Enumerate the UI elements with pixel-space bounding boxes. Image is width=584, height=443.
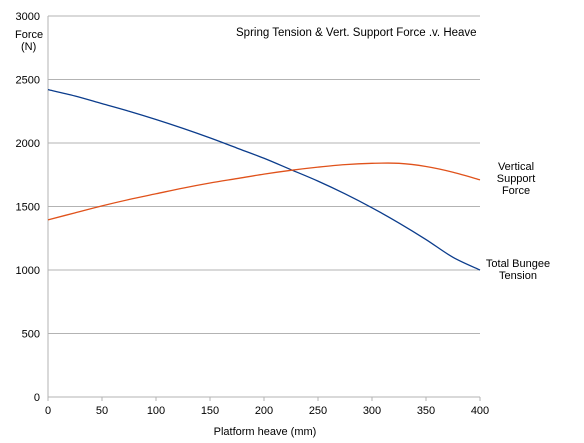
y-axis-label-line-1: Force bbox=[15, 29, 43, 41]
series-label-support-line-3: Force bbox=[502, 185, 530, 197]
x-tick-label: 50 bbox=[96, 405, 108, 417]
y-tick-labels: 0 500 1000 1500 2000 2500 3000 bbox=[16, 11, 40, 404]
series-line-bungee-tension bbox=[47, 89, 481, 271]
y-tick-label: 3000 bbox=[16, 11, 40, 23]
x-axis-label: Platform heave (mm) bbox=[214, 426, 317, 438]
y-axis-label-line-2: (N) bbox=[21, 41, 36, 53]
gridlines bbox=[48, 15, 480, 334]
x-tick-label: 250 bbox=[309, 405, 327, 417]
x-tick-label: 150 bbox=[201, 405, 219, 417]
x-tick-label: 350 bbox=[417, 405, 435, 417]
y-tick-label: 1500 bbox=[16, 202, 40, 214]
x-tick-label: 300 bbox=[363, 405, 381, 417]
y-tick-label: 0 bbox=[34, 392, 40, 404]
series-label-support-force: Vertical Support Force bbox=[497, 161, 536, 197]
y-tick-label: 2500 bbox=[16, 75, 40, 87]
x-tick-label: 400 bbox=[471, 405, 489, 417]
series-label-support-line-2: Support bbox=[497, 173, 536, 185]
series-line-support-force bbox=[47, 162, 481, 221]
x-tick-labels: 0 50 100 150 200 250 300 350 400 bbox=[45, 397, 489, 417]
y-tick-label: 500 bbox=[22, 329, 40, 341]
series-label-bungee-line-1: Total Bungee bbox=[486, 258, 550, 270]
series-label-bungee-tension: Total Bungee Tension bbox=[486, 258, 550, 282]
chart-title: Spring Tension & Vert. Support Force .v.… bbox=[236, 27, 477, 39]
x-tick-label: 0 bbox=[45, 405, 51, 417]
x-tick-label: 100 bbox=[147, 405, 165, 417]
series-label-bungee-line-2: Tension bbox=[499, 270, 537, 282]
y-tick-label: 2000 bbox=[16, 138, 40, 150]
x-tick-label: 200 bbox=[255, 405, 273, 417]
series-label-support-line-1: Vertical bbox=[498, 161, 534, 173]
series-lines bbox=[47, 89, 481, 271]
y-tick-label: 1000 bbox=[16, 265, 40, 277]
